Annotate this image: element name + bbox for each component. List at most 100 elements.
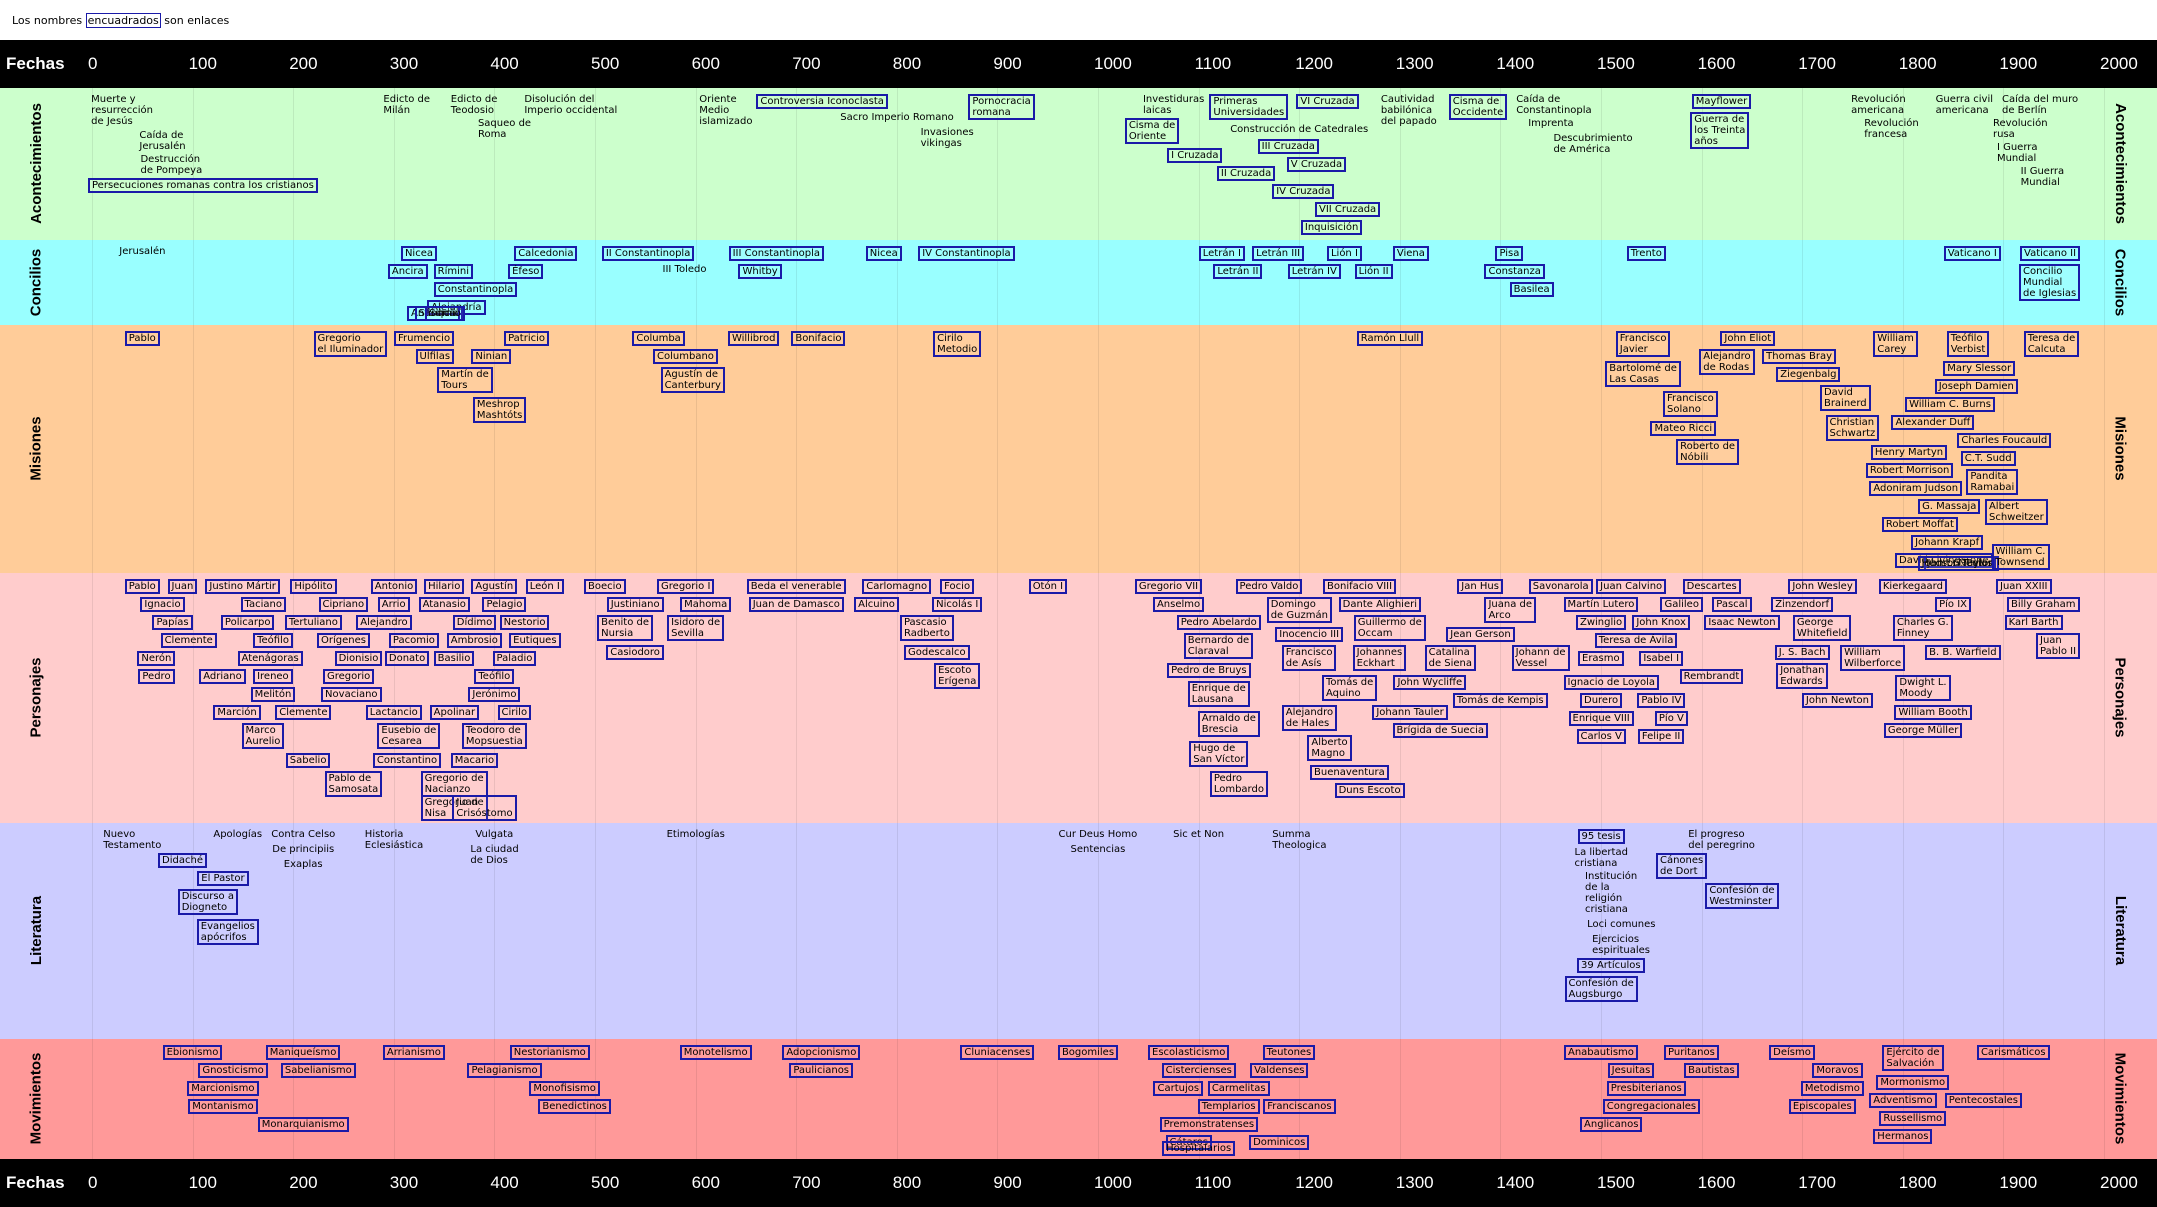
misiones-item[interactable]: Bartolomé de Las Casas [1605, 361, 1681, 387]
personajes-item[interactable]: Durero [1580, 693, 1623, 708]
concilios-item[interactable]: Nicea [865, 246, 902, 261]
literatura-item[interactable]: Discurso a Diogneto [177, 889, 238, 915]
personajes-item[interactable]: Jean Gerson [1446, 627, 1515, 642]
movimientos-item[interactable]: Valdenses [1250, 1063, 1309, 1078]
personajes-item[interactable]: Sabelio [285, 753, 331, 768]
personajes-item[interactable]: Gregorio de Nacianzo [420, 771, 488, 797]
personajes-item[interactable]: Clemente [160, 633, 217, 648]
concilios-item[interactable]: Constantinopla [433, 282, 518, 297]
personajes-item[interactable]: William Wilberforce [1840, 645, 1906, 671]
concilios-item[interactable]: II Constantinopla [601, 246, 695, 261]
personajes-item[interactable]: John Knox [1632, 615, 1690, 630]
movimientos-item[interactable]: Anabautismo [1564, 1045, 1638, 1060]
concilios-item[interactable]: Rímini [433, 264, 474, 279]
personajes-item[interactable]: John Wesley [1788, 579, 1857, 594]
concilios-item[interactable]: Pisa [1495, 246, 1524, 261]
concilios-item[interactable]: Letrán I [1198, 246, 1245, 261]
personajes-item[interactable]: Alcuino [854, 597, 899, 612]
personajes-item[interactable]: Pedro Valdo [1235, 579, 1303, 594]
concilios-item[interactable]: Éfeso [508, 264, 544, 279]
literatura-item[interactable]: 39 Artículos [1577, 958, 1645, 973]
movimientos-item[interactable]: Arrianismo [382, 1045, 445, 1060]
personajes-item[interactable]: Juan Pablo II [2036, 633, 2081, 659]
misiones-item[interactable]: Pablo [124, 331, 160, 346]
misiones-item[interactable]: Thomas Bray [1762, 349, 1837, 364]
misiones-item[interactable]: Ulfilas [415, 349, 455, 364]
movimientos-item[interactable]: Russellismo [1879, 1111, 1947, 1126]
movimientos-item[interactable]: Ebionismo [162, 1045, 223, 1060]
movimientos-item[interactable]: Escolasticismo [1148, 1045, 1230, 1060]
movimientos-item[interactable]: Adopcionismo [782, 1045, 861, 1060]
personajes-item[interactable]: Justino Mártir [205, 579, 280, 594]
misiones-item[interactable]: Patricio [504, 331, 549, 346]
movimientos-item[interactable]: Bautistas [1684, 1063, 1739, 1078]
personajes-item[interactable]: Karl Barth [2004, 615, 2063, 630]
movimientos-item[interactable]: Monarquianismo [257, 1117, 349, 1132]
personajes-item[interactable]: Agustín [471, 579, 518, 594]
misiones-item[interactable]: William Carey [1873, 331, 1918, 357]
personajes-item[interactable]: Juan de Damasco [748, 597, 844, 612]
acontecimientos-item[interactable]: IV Cruzada [1272, 184, 1335, 199]
literatura-item[interactable]: 95 tesis [1577, 829, 1625, 844]
concilios-item[interactable]: Basilea [1509, 282, 1554, 297]
personajes-item[interactable]: Pacomio [388, 633, 439, 648]
personajes-item[interactable]: Pedro [138, 669, 175, 684]
acontecimientos-item[interactable]: II Cruzada [1216, 166, 1276, 181]
acontecimientos-item[interactable]: Mayflower [1691, 94, 1752, 109]
personajes-item[interactable]: Juan Crisóstomo [452, 795, 517, 821]
acontecimientos-item[interactable]: Guerra de los Treinta años [1690, 112, 1750, 149]
personajes-item[interactable]: Pedro Lombardo [1209, 771, 1268, 797]
personajes-item[interactable]: Donato [384, 651, 430, 666]
acontecimientos-item[interactable]: Pornocracia romana [968, 94, 1035, 120]
misiones-item[interactable]: Alejandro de Rodas [1699, 349, 1755, 375]
movimientos-item[interactable]: Franciscanos [1263, 1099, 1336, 1114]
misiones-item[interactable]: Teresa de Calcuta [2023, 331, 2080, 357]
movimientos-item[interactable]: Nestorianismo [509, 1045, 590, 1060]
misiones-item[interactable]: Francisco Solano [1663, 391, 1718, 417]
misiones-item[interactable]: Joseph Damien [1934, 379, 2018, 394]
misiones-item[interactable]: Frumencio [393, 331, 455, 346]
acontecimientos-item[interactable]: V Cruzada [1286, 157, 1347, 172]
misiones-item[interactable]: Christian Schwartz [1825, 415, 1880, 441]
misiones-item[interactable]: Willibrod [727, 331, 780, 346]
personajes-item[interactable]: Kierkegaard [1878, 579, 1947, 594]
personajes-item[interactable]: Alejandro [356, 615, 412, 630]
personajes-item[interactable]: Beda el venerable [746, 579, 846, 594]
misiones-item[interactable]: Pandita Ramabai [1966, 469, 2019, 495]
personajes-item[interactable]: Teófilo [474, 669, 515, 684]
misiones-item[interactable]: Mateo Ricci [1650, 421, 1717, 436]
personajes-item[interactable]: Nestorio [499, 615, 550, 630]
concilios-item[interactable]: Calcedonia [514, 246, 578, 261]
personajes-item[interactable]: Novaciano [321, 687, 382, 702]
movimientos-item[interactable]: Cartujos [1153, 1081, 1204, 1096]
concilios-item[interactable]: Lión I [1326, 246, 1362, 261]
movimientos-item[interactable]: Gnosticismo [198, 1063, 268, 1078]
personajes-item[interactable]: Clemente [275, 705, 332, 720]
personajes-item[interactable]: Nicolás I [932, 597, 983, 612]
personajes-item[interactable]: Johann de Vessel [1511, 645, 1570, 671]
concilios-item[interactable]: Lión II [1354, 264, 1393, 279]
movimientos-item[interactable]: Hospitalarios [1162, 1141, 1236, 1156]
concilios-item[interactable]: Concilio Mundial de Iglesias [2019, 264, 2081, 301]
personajes-item[interactable]: Carlomagno [862, 579, 932, 594]
misiones-item[interactable]: Francisco Javier [1615, 331, 1671, 357]
personajes-item[interactable]: Pío IX [1935, 597, 1971, 612]
acontecimientos-item[interactable]: Cisma de Occidente [1448, 94, 1508, 120]
personajes-item[interactable]: Pío V [1654, 711, 1688, 726]
personajes-item[interactable]: Godescalco [904, 645, 970, 660]
personajes-item[interactable]: Catalina de Siena [1424, 645, 1477, 671]
personajes-item[interactable]: Gregorio I [657, 579, 715, 594]
personajes-item[interactable]: Basilio [433, 651, 475, 666]
personajes-item[interactable]: Jerónimo [468, 687, 521, 702]
personajes-item[interactable]: Teodoro de Mopsuestia [461, 723, 527, 749]
misiones-item[interactable]: Henry Martyn [1870, 445, 1948, 460]
misiones-item[interactable]: Albert Schweitzer [1984, 499, 2048, 525]
misiones-item[interactable]: Ninian [471, 349, 512, 364]
literatura-item[interactable]: Evangelios apócrifos [196, 919, 259, 945]
personajes-item[interactable]: Arrio [377, 597, 410, 612]
concilios-item[interactable]: Viena [1392, 246, 1429, 261]
misiones-item[interactable]: John Eliot [1720, 331, 1776, 346]
literatura-item[interactable]: Confesión de Augsburgo [1564, 976, 1638, 1002]
personajes-item[interactable]: Isidoro de Sevilla [667, 615, 725, 641]
personajes-item[interactable]: Taciano [240, 597, 286, 612]
